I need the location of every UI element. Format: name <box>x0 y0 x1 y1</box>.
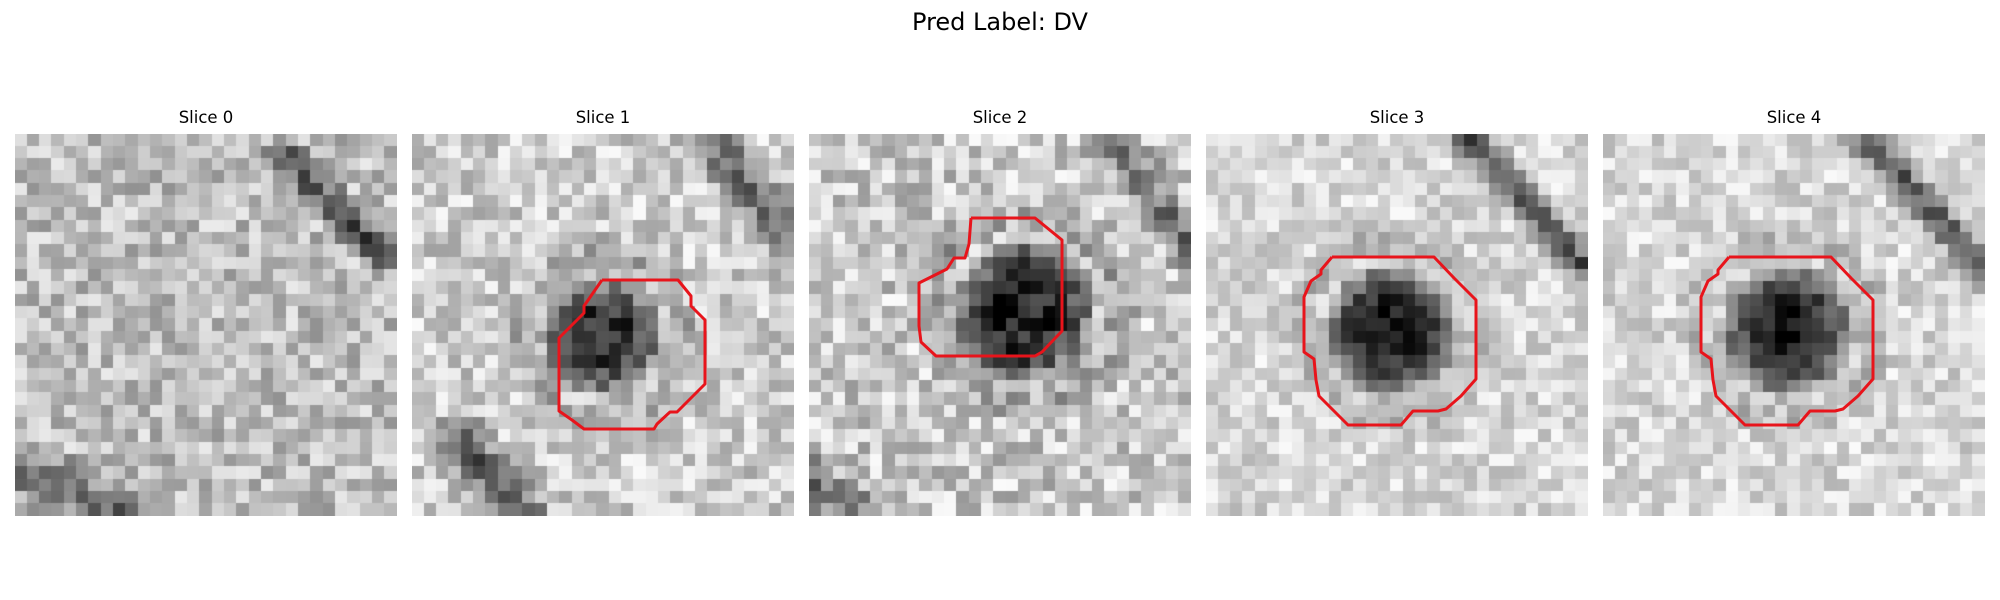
slice-panel-0: Slice 0 <box>15 108 397 516</box>
slice-image <box>1603 134 1985 516</box>
slice-image <box>15 134 397 516</box>
slice-title: Slice 1 <box>575 108 631 127</box>
figure-title: Pred Label: DV <box>912 8 1088 36</box>
slice-title: Slice 0 <box>178 108 234 127</box>
slice-image <box>809 134 1191 516</box>
slice-title: Slice 2 <box>972 108 1028 127</box>
slice-image <box>1206 134 1588 516</box>
slice-panel-2: Slice 2 <box>809 108 1191 516</box>
segmentation-contour <box>1699 255 1875 427</box>
slice-title: Slice 4 <box>1766 108 1822 127</box>
slice-title: Slice 3 <box>1369 108 1425 127</box>
segmentation-contour <box>557 278 707 431</box>
slice-panel-4: Slice 4 <box>1603 108 1985 516</box>
segmentation-contour <box>917 216 1064 358</box>
slice-panel-1: Slice 1 <box>412 108 794 516</box>
segmentation-contour <box>1302 255 1478 427</box>
slice-image <box>412 134 794 516</box>
slice-panel-3: Slice 3 <box>1206 108 1588 516</box>
